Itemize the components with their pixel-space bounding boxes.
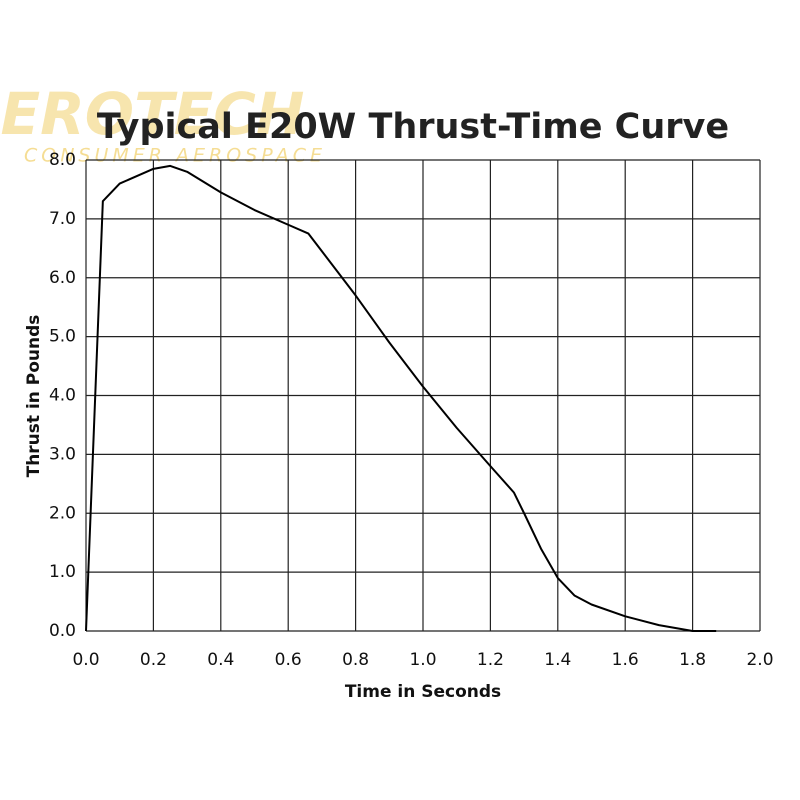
x-tick-label: 0.4 bbox=[207, 650, 234, 670]
y-tick-label: 2.0 bbox=[49, 503, 76, 523]
y-tick-label: 0.0 bbox=[49, 621, 76, 641]
y-tick-label: 1.0 bbox=[49, 562, 76, 582]
y-tick-label: 7.0 bbox=[49, 209, 76, 229]
x-tick-label: 1.2 bbox=[477, 650, 504, 670]
y-tick-label: 4.0 bbox=[49, 386, 76, 406]
x-tick-label: 1.0 bbox=[409, 650, 436, 670]
x-tick-label: 1.4 bbox=[544, 650, 571, 670]
thrust-curve bbox=[85, 164, 717, 632]
y-tick-label: 8.0 bbox=[49, 150, 76, 170]
y-axis-label: Thrust in Pounds bbox=[24, 315, 44, 478]
x-axis-label: Time in Seconds bbox=[345, 682, 501, 702]
x-tick-label: 0.6 bbox=[275, 650, 302, 670]
x-tick-label: 0.8 bbox=[342, 650, 369, 670]
y-tick-label: 3.0 bbox=[49, 444, 76, 464]
x-tick-label: 1.6 bbox=[612, 650, 639, 670]
y-tick-label: 5.0 bbox=[49, 327, 76, 347]
x-tick-label: 0.0 bbox=[72, 650, 99, 670]
x-tick-label: 0.2 bbox=[140, 650, 167, 670]
x-tick-label: 2.0 bbox=[746, 650, 773, 670]
watermark-logo: AEROTECH bbox=[0, 80, 304, 148]
y-tick-label: 6.0 bbox=[49, 268, 76, 288]
watermark-subtitle: CONSUMER AEROSPACE bbox=[24, 145, 326, 167]
x-tick-label: 1.8 bbox=[679, 650, 706, 670]
chart-title: Typical E20W Thrust-Time Curve bbox=[97, 107, 729, 147]
